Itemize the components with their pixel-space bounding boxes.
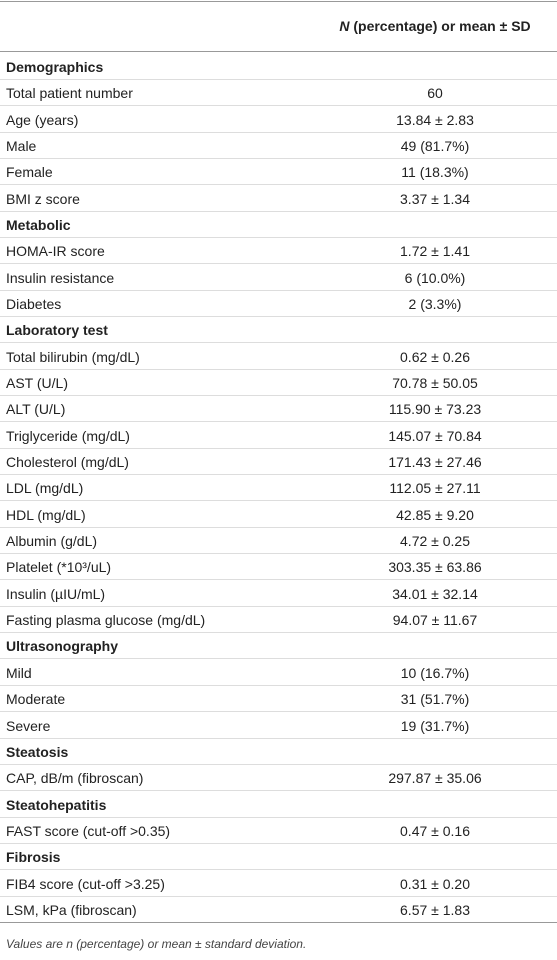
row-label: Platelet (*10³/uL) xyxy=(6,559,112,576)
row-value: 6.57 ± 1.83 xyxy=(400,901,470,918)
section-title: Steatosis xyxy=(6,743,69,760)
data-row: Female 11 (18.3%) xyxy=(0,159,557,186)
data-row: LSM, kPa (fibroscan) 6.57 ± 1.83 xyxy=(0,897,557,923)
data-row: Insulin resistance 6 (10.0%) xyxy=(0,265,557,291)
row-label: Fasting plasma glucose (mg/dL) xyxy=(6,612,206,629)
section-row: Metabolic xyxy=(0,212,557,239)
row-label: Insulin (µIU/mL) xyxy=(6,585,106,602)
row-label: Age (years) xyxy=(6,111,79,128)
row-value: 31 (51.7%) xyxy=(400,691,470,708)
footnote: Values are n (percentage) or mean ± stan… xyxy=(6,937,307,951)
section-row: Fibrosis xyxy=(0,844,557,871)
row-label: Severe xyxy=(6,717,51,734)
section-row: Demographics xyxy=(0,54,557,80)
data-row: Moderate 31 (51.7%) xyxy=(0,686,557,713)
row-value: 11 (18.3%) xyxy=(401,164,469,181)
data-row: Mild 10 (16.7%) xyxy=(0,660,557,686)
row-value: 34.01 ± 32.14 xyxy=(392,585,478,602)
row-label: AST (U/L) xyxy=(6,375,68,392)
data-row: HDL (mg/dL) 42.85 ± 9.20 xyxy=(0,502,557,528)
data-row: ALT (U/L) 115.90 ± 73.23 xyxy=(0,396,557,423)
data-row: LDL (mg/dL) 112.05 ± 27.11 xyxy=(0,475,557,502)
row-value: 112.05 ± 27.11 xyxy=(389,480,481,497)
row-value: 6 (10.0%) xyxy=(404,269,466,286)
row-label: Female xyxy=(6,164,53,181)
data-row: Age (years) 13.84 ± 2.83 xyxy=(0,107,557,133)
row-label: Cholesterol (mg/dL) xyxy=(6,454,129,471)
header-italic: N xyxy=(339,18,350,34)
row-label: LDL (mg/dL) xyxy=(6,480,84,497)
data-row: Total patient number 60 xyxy=(0,80,557,107)
data-row: FIB4 score (cut-off >3.25) 0.31 ± 0.20 xyxy=(0,871,557,897)
data-row: HOMA-IR score 1.72 ± 1.41 xyxy=(0,238,557,265)
row-value: 60 xyxy=(427,85,443,102)
row-value: 0.31 ± 0.20 xyxy=(400,875,470,892)
row-label: Male xyxy=(6,138,37,155)
row-label: FAST score (cut-off >0.35) xyxy=(6,822,171,839)
row-label: Diabetes xyxy=(6,296,62,313)
row-label: Insulin resistance xyxy=(6,269,115,286)
row-label: Moderate xyxy=(6,691,66,708)
data-row: Male 49 (81.7%) xyxy=(0,133,557,160)
section-row: Ultrasonography xyxy=(0,633,557,660)
section-row: Laboratory test xyxy=(0,317,557,344)
row-value: 42.85 ± 9.20 xyxy=(396,506,474,523)
row-label: Total patient number xyxy=(6,85,133,102)
row-value: 49 (81.7%) xyxy=(400,138,470,155)
data-row: FAST score (cut-off >0.35) 0.47 ± 0.16 xyxy=(0,818,557,844)
row-label: Albumin (g/dL) xyxy=(6,533,98,550)
section-title: Fibrosis xyxy=(6,849,61,866)
row-label: CAP, dB/m (fibroscan) xyxy=(6,770,144,787)
data-row: Fasting plasma glucose (mg/dL) 94.07 ± 11… xyxy=(0,607,557,634)
row-label: Triglyceride (mg/dL) xyxy=(6,427,130,444)
row-label: Total bilirubin (mg/dL) xyxy=(6,348,140,365)
row-value: 70.78 ± 50.05 xyxy=(392,375,478,392)
row-value: 297.87 ± 35.06 xyxy=(388,770,482,787)
section-title: Metabolic xyxy=(6,217,71,234)
row-value: 1.72 ± 1.41 xyxy=(400,243,470,260)
row-label: HOMA-IR score xyxy=(6,243,105,260)
row-value: 145.07 ± 70.84 xyxy=(388,427,482,444)
data-row: Cholesterol (mg/dL) 171.43 ± 27.46 xyxy=(0,449,557,476)
data-row: CAP, dB/m (fibroscan) 297.87 ± 35.06 xyxy=(0,765,557,792)
data-row: BMI z score 3.37 ± 1.34 xyxy=(0,186,557,212)
row-label: HDL (mg/dL) xyxy=(6,506,86,523)
section-title: Steatohepatitis xyxy=(6,796,107,813)
section-title: Laboratory test xyxy=(6,322,108,339)
data-row: Triglyceride (mg/dL) 145.07 ± 70.84 xyxy=(0,423,557,449)
data-row: Albumin (g/dL) 4.72 ± 0.25 xyxy=(0,528,557,555)
row-value: 19 (31.7%) xyxy=(400,717,470,734)
row-value: 4.72 ± 0.25 xyxy=(400,533,470,550)
data-row: Severe 19 (31.7%) xyxy=(0,713,557,739)
data-row: Insulin (µIU/mL) 34.01 ± 32.14 xyxy=(0,581,557,607)
data-row: Diabetes 2 (3.3%) xyxy=(0,291,557,318)
data-row: Total bilirubin (mg/dL) 0.62 ± 0.26 xyxy=(0,344,557,370)
row-label: Mild xyxy=(6,664,32,681)
section-title: Demographics xyxy=(6,59,104,75)
row-value: 171.43 ± 27.46 xyxy=(388,454,482,471)
row-value: 0.47 ± 0.16 xyxy=(400,822,470,839)
row-value: 115.90 ± 73.23 xyxy=(388,401,482,418)
row-value: 0.62 ± 0.26 xyxy=(400,348,470,365)
section-row: Steatosis xyxy=(0,739,557,765)
row-label: ALT (U/L) xyxy=(6,401,66,418)
header-text: (percentage) or mean ± SD xyxy=(353,18,531,34)
header-cell: N (percentage) or mean ± SD xyxy=(314,18,556,34)
section-row: Steatohepatitis xyxy=(0,792,557,818)
header-row: N (percentage) or mean ± SD xyxy=(0,1,557,52)
row-value: 3.37 ± 1.34 xyxy=(400,190,470,207)
row-value: 303.35 ± 63.86 xyxy=(388,559,482,576)
row-label: BMI z score xyxy=(6,190,80,207)
data-row: Platelet (*10³/uL) 303.35 ± 63.86 xyxy=(0,554,557,581)
row-label: LSM, kPa (fibroscan) xyxy=(6,901,137,918)
row-value: 13.84 ± 2.83 xyxy=(396,111,474,128)
row-value: 10 (16.7%) xyxy=(400,664,470,681)
row-label: FIB4 score (cut-off >3.25) xyxy=(6,875,165,892)
section-title: Ultrasonography xyxy=(6,638,119,655)
row-value: 2 (3.3%) xyxy=(408,296,462,313)
data-row: AST (U/L) 70.78 ± 50.05 xyxy=(0,370,557,397)
row-value: 94.07 ± 11.67 xyxy=(392,612,478,629)
